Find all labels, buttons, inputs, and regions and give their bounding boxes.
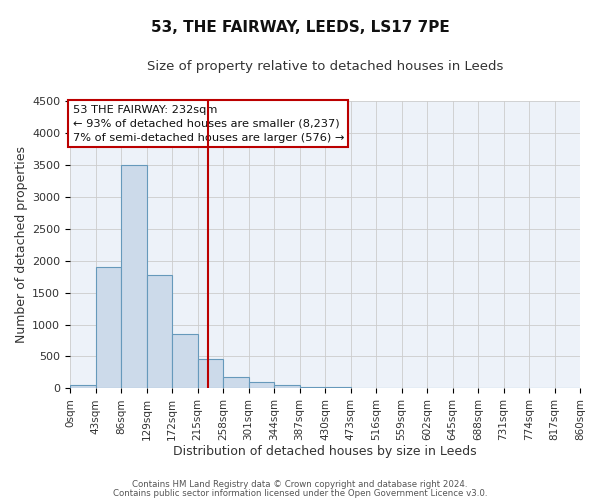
Bar (172, 334, 197, 388)
Bar (299, 386, 325, 388)
Bar (325, 387, 350, 388)
Bar (70, 386, 95, 388)
Bar (223, 376, 248, 388)
Text: 53, THE FAIRWAY, LEEDS, LS17 7PE: 53, THE FAIRWAY, LEEDS, LS17 7PE (151, 20, 449, 35)
Text: 53 THE FAIRWAY: 232sqm
← 93% of detached houses are smaller (8,237)
7% of semi-d: 53 THE FAIRWAY: 232sqm ← 93% of detached… (73, 105, 344, 143)
Text: Contains public sector information licensed under the Open Government Licence v3: Contains public sector information licen… (113, 488, 487, 498)
Bar (95, 267, 121, 388)
Text: Contains HM Land Registry data © Crown copyright and database right 2024.: Contains HM Land Registry data © Crown c… (132, 480, 468, 489)
Bar (197, 359, 223, 388)
Bar (146, 274, 172, 388)
Title: Size of property relative to detached houses in Leeds: Size of property relative to detached ho… (147, 60, 503, 73)
Bar (121, 164, 146, 388)
X-axis label: Distribution of detached houses by size in Leeds: Distribution of detached houses by size … (173, 444, 477, 458)
Bar (248, 382, 274, 388)
Bar (274, 384, 299, 388)
Y-axis label: Number of detached properties: Number of detached properties (15, 146, 28, 343)
